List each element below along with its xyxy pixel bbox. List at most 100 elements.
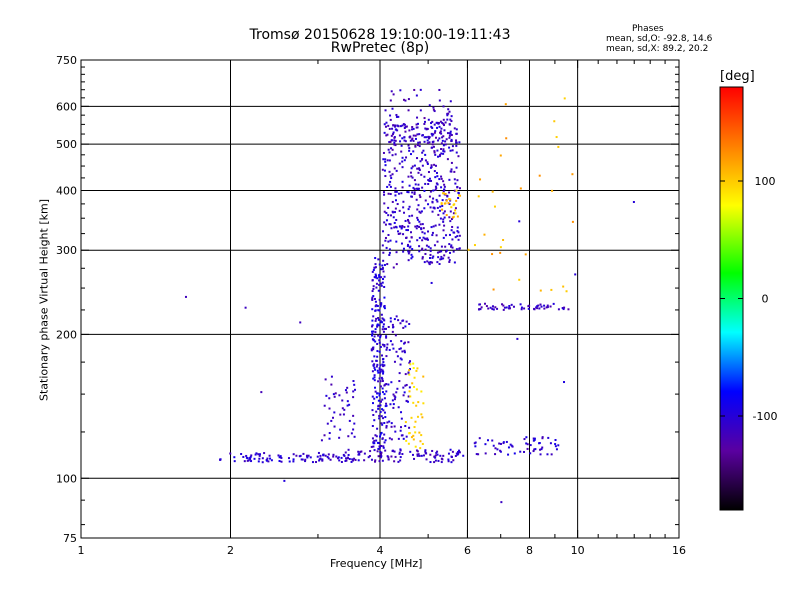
data-point <box>352 396 355 399</box>
data-point <box>371 290 374 293</box>
data-point <box>431 231 434 234</box>
data-point <box>376 392 379 395</box>
data-point <box>393 425 396 428</box>
data-point <box>448 203 451 206</box>
data-point <box>403 136 406 139</box>
data-point <box>376 363 379 366</box>
data-point <box>523 438 526 441</box>
data-point <box>504 103 507 106</box>
data-point <box>421 164 424 167</box>
data-point <box>424 449 427 452</box>
data-point <box>494 306 497 309</box>
data-point <box>383 210 386 213</box>
data-point <box>410 257 413 260</box>
data-point <box>405 156 408 159</box>
data-point <box>449 448 452 451</box>
data-point <box>410 195 413 198</box>
data-point <box>352 390 355 393</box>
data-point <box>451 238 454 241</box>
data-point <box>388 223 391 226</box>
data-point <box>367 456 370 459</box>
data-point <box>407 144 410 147</box>
data-point <box>418 245 421 248</box>
data-point <box>499 154 502 157</box>
data-point <box>445 234 448 237</box>
data-point <box>414 420 417 423</box>
data-point <box>380 303 383 306</box>
data-point <box>378 417 381 420</box>
data-point <box>428 262 431 265</box>
data-point <box>477 453 480 456</box>
data-point <box>351 458 354 461</box>
data-point <box>400 242 403 245</box>
data-point <box>491 190 494 193</box>
data-point <box>380 284 383 287</box>
data-point <box>374 331 377 334</box>
data-point <box>452 231 455 234</box>
chart-title: Tromsø 20150628 19:10:00-19:11:43 <box>249 27 511 43</box>
data-point <box>376 342 379 345</box>
data-point <box>373 363 376 366</box>
data-point <box>245 454 248 457</box>
data-point <box>540 305 543 308</box>
data-point <box>391 343 394 346</box>
data-point <box>381 437 384 440</box>
data-point <box>453 215 456 218</box>
data-point <box>499 449 502 452</box>
data-point <box>370 348 373 351</box>
data-point <box>455 189 458 192</box>
data-point <box>374 273 377 276</box>
data-point <box>414 445 417 448</box>
data-point <box>371 347 374 350</box>
data-point <box>347 448 350 451</box>
data-point <box>244 306 247 309</box>
data-point <box>382 330 385 333</box>
data-point <box>534 448 537 451</box>
data-point <box>414 431 417 434</box>
data-point <box>387 233 390 236</box>
data-point <box>292 453 295 456</box>
data-point <box>458 451 461 454</box>
data-point <box>557 444 560 447</box>
data-point <box>333 395 336 398</box>
data-point <box>430 226 433 229</box>
data-point <box>442 105 445 108</box>
data-point <box>395 263 398 266</box>
data-point <box>398 162 401 165</box>
data-point <box>518 278 521 281</box>
data-point <box>374 276 377 279</box>
data-point <box>381 370 384 373</box>
data-point <box>438 88 441 91</box>
y-tick-label: 750 <box>56 54 77 67</box>
data-point <box>326 422 329 425</box>
data-point <box>407 252 410 255</box>
data-point <box>450 461 453 464</box>
data-point <box>300 458 303 461</box>
data-point <box>427 179 430 182</box>
data-point <box>379 336 382 339</box>
data-point <box>404 425 407 428</box>
data-point <box>363 459 366 462</box>
data-point <box>270 459 273 462</box>
data-point <box>376 441 379 444</box>
data-point <box>407 395 410 398</box>
data-point <box>421 416 424 419</box>
data-point <box>247 459 250 462</box>
data-point <box>395 315 398 318</box>
data-point <box>360 450 363 453</box>
data-point <box>422 454 425 457</box>
data-point <box>393 221 396 224</box>
data-point <box>437 155 440 158</box>
data-point <box>384 160 387 163</box>
data-point <box>390 381 393 384</box>
data-point <box>571 173 574 176</box>
data-point <box>449 210 452 213</box>
data-point <box>439 131 442 134</box>
data-point <box>421 257 424 260</box>
data-point <box>263 452 266 455</box>
data-point <box>478 437 481 440</box>
data-point <box>443 254 446 257</box>
data-point <box>413 426 416 429</box>
data-point <box>440 142 443 145</box>
data-point <box>389 403 392 406</box>
